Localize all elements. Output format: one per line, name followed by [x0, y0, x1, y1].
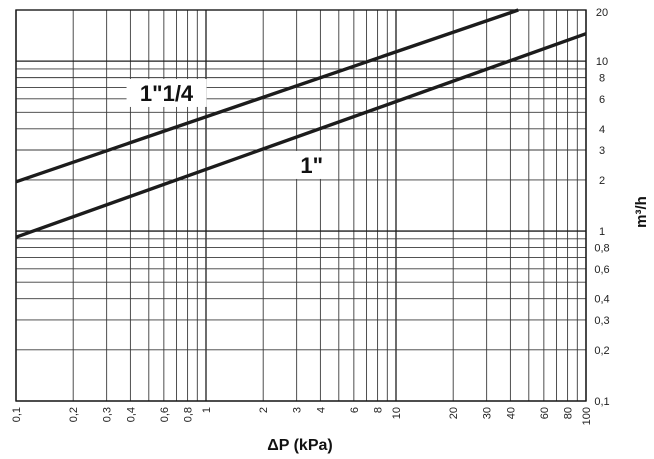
y-tick-label: 0,4: [594, 294, 609, 306]
x-tick-label: 2: [258, 407, 270, 413]
series-label-bg-1: [289, 150, 334, 179]
y-tick-labels: 0,1 0,2 0,3 0,4 0,6 0,8 1 2 3 4 6 8 10 20: [594, 7, 609, 408]
x-tick-label: 30: [482, 407, 494, 419]
y-tick-label: 0,3: [594, 315, 609, 327]
x-tick-label: 8: [373, 407, 385, 413]
series-line-1: [15, 32, 587, 239]
y-tick-label: 8: [599, 73, 605, 85]
y-tick-label: 3: [599, 145, 605, 157]
series-label-bg-0: [126, 78, 207, 107]
x-tick-label: 60: [539, 407, 551, 419]
y-tick-label: 4: [599, 124, 605, 136]
x-tick-label: 6: [349, 407, 361, 413]
x-tick-label: 100: [581, 407, 593, 425]
y-tick-label: 0,8: [594, 243, 609, 255]
y-tick-label: 20: [596, 7, 608, 19]
x-tick-label: 40: [505, 407, 517, 419]
x-tick-label: 80: [563, 407, 575, 419]
series-label-1: 1": [300, 153, 323, 178]
y-tick-label: 0,1: [594, 396, 609, 408]
y-axis-label: m³/h: [633, 196, 650, 228]
x-tick-label: 0,4: [125, 407, 137, 422]
series-labels: 1"1/4 1": [126, 78, 334, 179]
x-tick-label: 10: [391, 407, 403, 419]
series-label-0: 1"1/4: [140, 81, 194, 106]
y-tick-label: 2: [599, 175, 605, 187]
x-tick-label: 0,3: [102, 407, 114, 422]
x-tick-label: 1: [201, 407, 213, 413]
y-tick-label: 6: [599, 94, 605, 106]
x-tick-label: 3: [292, 407, 304, 413]
y-tick-label: 0,2: [594, 345, 609, 357]
x-tick-labels: 0,1 0,2 0,3 0,4 0,6 0,8 1 2 3 4 6 8 10 20 30 40 60 80 100: [11, 407, 593, 425]
x-tick-label: 0,1: [11, 407, 23, 422]
x-axis-label: ΔP (kPa): [267, 437, 332, 454]
series-lines: [15, 8, 587, 239]
x-tick-label: 0,6: [159, 407, 171, 422]
y-tick-label: 10: [596, 56, 608, 68]
x-tick-label: 0,8: [183, 407, 195, 422]
x-tick-label: 4: [315, 407, 327, 413]
plot-frame: [15, 9, 587, 402]
series-line-0: [15, 8, 519, 184]
y-tick-label: 1: [599, 226, 605, 238]
y-tick-label: 0,6: [594, 264, 609, 276]
x-tick-label: 20: [448, 407, 460, 419]
x-tick-label: 0,2: [68, 407, 80, 422]
